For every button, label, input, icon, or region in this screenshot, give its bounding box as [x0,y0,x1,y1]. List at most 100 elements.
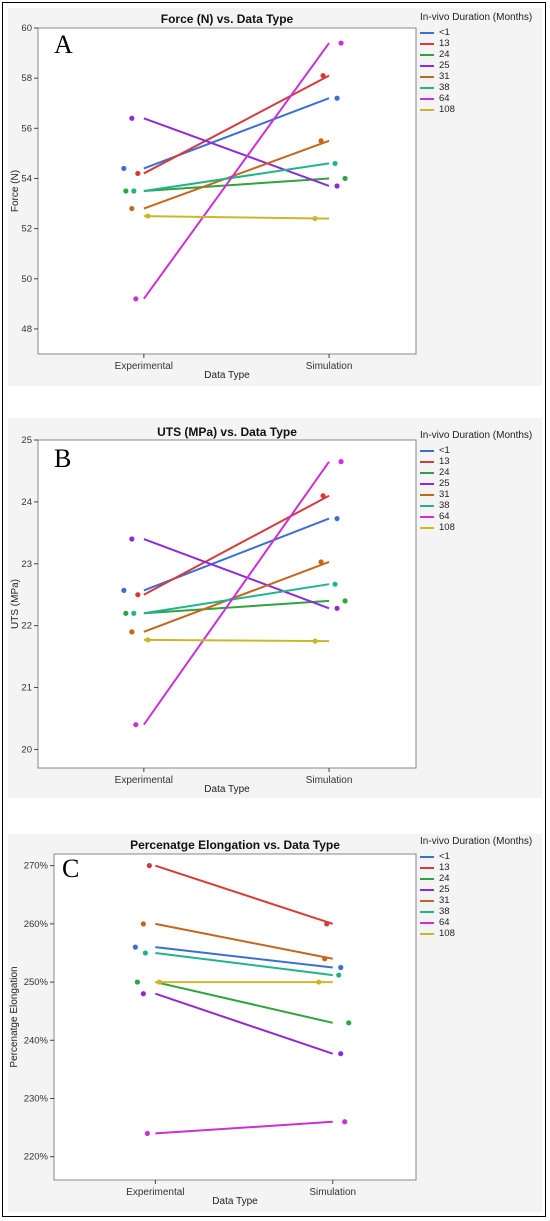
y-tick-label: 250% [24,977,49,988]
legend-swatch [420,888,434,891]
series-line-38 [155,951,333,977]
y-tick-label: 60 [21,23,32,34]
legend-item-38: 38 [420,906,532,917]
data-point-13 [146,863,152,869]
legend-item-64: 64 [420,93,532,104]
data-point-25 [338,1051,344,1057]
x-tick-label: Experimental [126,1187,184,1198]
legend-swatch [420,515,434,518]
legend-item-13: 13 [420,862,532,873]
legend-swatch [420,482,434,485]
data-point-108 [312,638,318,644]
panel-letter-a: A [54,30,73,59]
data-point-<1 [338,964,344,971]
legend-label: 31 [439,489,450,500]
y-tick-label: 21 [21,683,32,694]
data-point-38 [142,950,148,956]
legend-item-31: 31 [420,489,532,500]
legend-item-64: 64 [420,511,532,522]
data-point-64 [144,1130,150,1137]
series-line-13 [143,74,330,175]
y-tick-label: 52 [21,224,32,235]
series-line-13 [143,494,330,596]
y-tick-label: 22 [21,621,32,632]
legend-swatch [420,75,434,78]
legend-item-25: 25 [420,60,532,71]
series-line-31 [143,560,330,633]
data-point-31 [129,205,135,212]
data-point-13 [135,592,141,598]
legend-swatch [420,932,434,935]
y-tick-label: 24 [21,497,32,508]
legend-item-108: 108 [420,104,532,115]
legend-label: 31 [439,71,450,82]
legend-swatch [420,855,434,858]
plot-area [37,27,417,355]
legend-item-38: 38 [420,500,532,511]
x-tick-label: Experimental [115,361,173,372]
plot-area [53,853,417,1181]
legend-item-24: 24 [420,467,532,478]
legend-swatch [420,108,434,111]
y-axis-label: UTS (MPa) [10,579,21,629]
panel-b: UTS (MPa) vs. Data Type 20 21 22 23 24 25 Exper… [8,418,542,798]
series-line-24 [143,599,330,615]
y-tick-label: 50 [21,274,32,285]
legend-item-25: 25 [420,884,532,895]
data-point-<1 [132,944,138,950]
legend-swatch [420,910,434,913]
legend-swatch [420,460,434,463]
series-line-24 [155,981,333,1024]
legend-item-13: 13 [420,456,532,467]
legend-item-64: 64 [420,917,532,928]
legend-item-24: 24 [420,873,532,884]
legend-swatch [420,899,434,902]
series-line-25 [155,992,334,1055]
data-point-<1 [121,587,127,593]
data-point-31 [318,138,324,144]
legend-label: 25 [439,60,450,71]
series-line-38 [143,162,330,192]
data-point-<1 [121,165,127,172]
data-point-64 [133,296,139,302]
legend-label: 108 [439,522,455,533]
legend-swatch [420,449,434,452]
legend-label: 24 [439,467,450,478]
y-axis-label: Percenatge Elongation [9,966,20,1067]
data-point-13 [320,493,326,499]
data-point-31 [140,921,146,927]
data-point-38 [332,581,338,587]
legend-label: 38 [439,500,450,511]
series-line-64 [155,1120,333,1135]
x-tick-label: Simulation [309,1187,356,1198]
y-tick-label: 240% [24,1035,49,1046]
legend-swatch [420,97,434,100]
plot-area [37,439,417,769]
series-line-25 [143,117,330,187]
data-point-64 [338,459,344,465]
chart-title: UTS (MPa) vs. Data Type [157,425,297,439]
data-point-108 [316,979,322,985]
series-line-31 [155,922,333,960]
x-axis-label: Data Type [212,1196,258,1207]
legend-swatch [420,86,434,89]
y-tick-label: 220% [24,1152,49,1163]
y-tick-label: 23 [21,559,32,570]
data-point-24 [123,188,129,194]
legend-label: 25 [439,884,450,895]
legend-item-38: 38 [420,82,532,93]
legend-c: In-vivo Duration (Months) <1 13 24 25 31 38 64 1… [420,836,532,939]
data-point-24 [342,598,348,604]
data-point-64 [133,722,139,728]
legend-swatch [420,866,434,869]
legend-item-24: 24 [420,49,532,60]
data-point-38 [131,188,137,194]
series-line-64 [143,42,330,300]
data-point-38 [332,160,338,167]
legend-label: 108 [439,928,455,939]
legend-label: 38 [439,906,450,917]
legend-swatch [420,921,434,924]
data-point-13 [324,921,330,927]
series-line-13 [155,864,334,925]
